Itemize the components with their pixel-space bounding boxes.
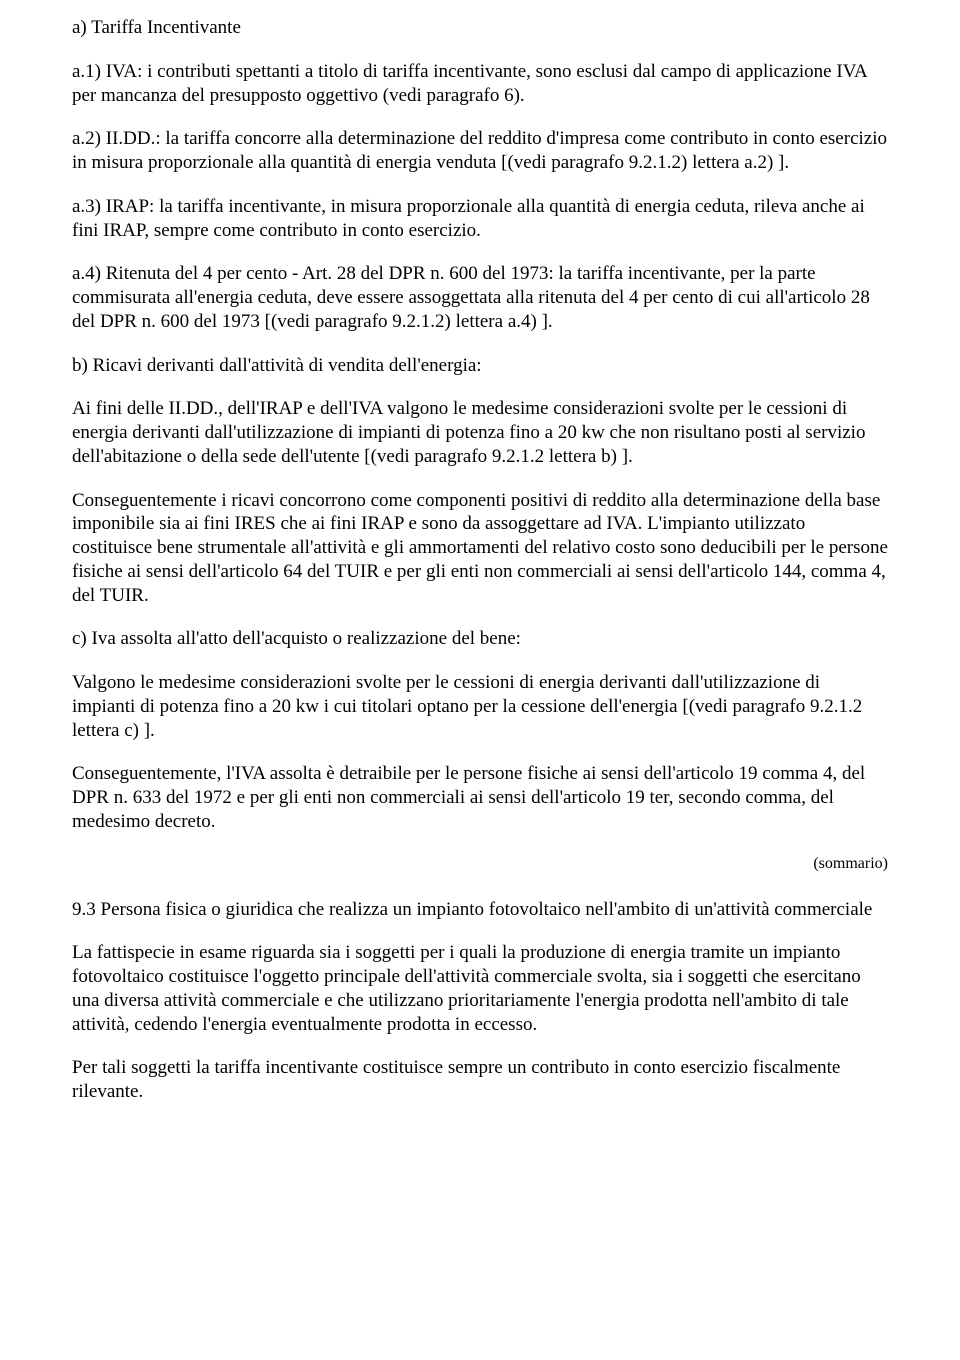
heading-a: a) Tariffa Incentivante xyxy=(72,16,888,40)
section-9-3-title: 9.3 Persona fisica o giuridica che reali… xyxy=(72,898,888,922)
paragraph-b1: Ai fini delle II.DD., dell'IRAP e dell'I… xyxy=(72,397,888,468)
paragraph-a4: a.4) Ritenuta del 4 per cento - Art. 28 … xyxy=(72,262,888,333)
paragraph-a1: a.1) IVA: i contributi spettanti a titol… xyxy=(72,60,888,108)
document-page: a) Tariffa Incentivante a.1) IVA: i cont… xyxy=(0,0,960,1360)
paragraph-b2: Conseguentemente i ricavi concorrono com… xyxy=(72,489,888,608)
paragraph-a3: a.3) IRAP: la tariffa incentivante, in m… xyxy=(72,195,888,243)
heading-b: b) Ricavi derivanti dall'attività di ven… xyxy=(72,354,888,378)
heading-c: c) Iva assolta all'atto dell'acquisto o … xyxy=(72,627,888,651)
sommario-link[interactable]: (sommario) xyxy=(72,854,888,874)
paragraph-a2: a.2) II.DD.: la tariffa concorre alla de… xyxy=(72,127,888,175)
paragraph-c1: Valgono le medesime considerazioni svolt… xyxy=(72,671,888,742)
paragraph-c2: Conseguentemente, l'IVA assolta è detrai… xyxy=(72,762,888,833)
section-9-3-p1: La fattispecie in esame riguarda sia i s… xyxy=(72,941,888,1036)
section-9-3-p2: Per tali soggetti la tariffa incentivant… xyxy=(72,1056,888,1104)
